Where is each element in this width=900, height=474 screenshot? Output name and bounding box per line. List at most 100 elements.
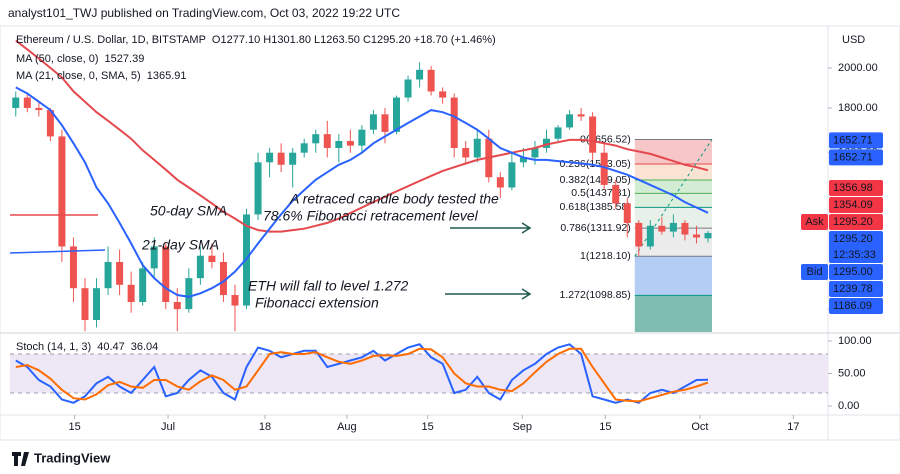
- fib-zone: [634, 164, 713, 180]
- candle-body: [496, 177, 504, 188]
- y-tick-label: 50.00: [838, 367, 866, 379]
- annotation-arrow: [445, 288, 532, 300]
- x-tick-label: Sep: [512, 421, 532, 433]
- candle-body: [312, 134, 320, 144]
- candle-body: [393, 97, 401, 132]
- candle-body: [266, 152, 274, 163]
- candle-body: [231, 295, 239, 306]
- candle-body: [589, 116, 597, 153]
- legend-text: MA (21, close, 0, SMA, 5): [16, 70, 141, 82]
- candle-body: [542, 138, 550, 148]
- y-tick-label: 0.00: [838, 400, 859, 412]
- candle-body: [277, 152, 285, 165]
- candle-body: [404, 79, 412, 98]
- annotation-arrow: [450, 222, 532, 234]
- candle-body: [473, 138, 481, 158]
- candle-body: [69, 246, 77, 289]
- annotation: A retraced candle body tested the: [289, 191, 499, 207]
- price-tag: [829, 281, 883, 297]
- price-tag: [829, 298, 883, 314]
- currency: USD: [842, 34, 865, 46]
- price-tag-prefix: [801, 214, 828, 230]
- price-tag-label: 1354.09: [833, 199, 873, 211]
- y-tick-label: 2000.00: [838, 62, 878, 74]
- candle-body: [600, 152, 608, 185]
- candle-body: [104, 261, 112, 289]
- fib-trend: [634, 139, 713, 257]
- legend-text: 1527.39: [105, 53, 145, 65]
- candle-body: [566, 114, 574, 128]
- price-tag-label: 1239.78: [833, 283, 873, 295]
- price-tag-label: 1652.71: [833, 151, 873, 163]
- candle-body: [519, 157, 527, 163]
- candle-body: [46, 110, 54, 137]
- candle-body: [12, 97, 20, 108]
- candle-body: [427, 69, 435, 92]
- candle-body: [658, 225, 666, 232]
- x-tick-label: 15: [599, 421, 611, 433]
- annotation: 50-day SMA: [150, 203, 227, 219]
- candle-body: [289, 152, 297, 165]
- moving-average: [15, 86, 709, 298]
- candle-body: [646, 225, 654, 247]
- candle-body: [254, 162, 262, 215]
- candle-body: [554, 127, 562, 139]
- fib-label: 0.5(1437.31): [571, 187, 631, 199]
- candle-body: [173, 302, 181, 310]
- candle-body: [623, 203, 631, 223]
- candle-body: [692, 234, 700, 238]
- fib-label: 1.272(1098.85): [560, 289, 631, 301]
- candle-body: [127, 284, 135, 303]
- candle-body: [219, 261, 227, 296]
- y-tick-label: 1800.00: [838, 102, 878, 114]
- x-tick-label: 18: [259, 421, 271, 433]
- fib-label: 0.618(1385.58): [560, 201, 631, 213]
- candle-body: [150, 246, 158, 269]
- x-tick-label: Jul: [161, 421, 175, 433]
- price-tag: [829, 132, 883, 149]
- candle-body: [23, 97, 31, 108]
- candle-body: [508, 162, 516, 188]
- price-tag: [829, 214, 883, 230]
- y-tick-label: 100.00: [838, 335, 872, 347]
- annotation: ETH will fall to level 1.272: [248, 278, 409, 294]
- candle-body: [162, 246, 170, 303]
- candle-body: [208, 255, 216, 262]
- stoch-line: [15, 347, 709, 403]
- candle-body: [139, 268, 147, 303]
- candle-body: [335, 141, 343, 148]
- legend-text: O1277.10 H1301.80 L1263.50 C1295.20 +18.…: [212, 34, 496, 46]
- candle-body: [612, 184, 620, 204]
- fib-label: 0.382(1489.05): [560, 174, 631, 186]
- candle-body: [81, 288, 89, 321]
- legend-text: 40.47: [97, 341, 125, 353]
- candle-body: [196, 255, 204, 279]
- fib-zone: [634, 295, 713, 332]
- legend-text: MA (50, close, 0): [16, 53, 99, 65]
- fib-label: 0.236(1553.05): [560, 158, 631, 170]
- candle-body: [346, 141, 354, 146]
- legend-text: Ethereum / U.S. Dollar, 1D, BITSTAMP: [16, 34, 206, 46]
- price-tag-label: 1652.71: [833, 134, 873, 146]
- candle-body: [381, 114, 389, 132]
- candle-body: [531, 147, 539, 158]
- candle-body: [577, 114, 585, 117]
- fib-zone: [634, 256, 713, 296]
- moving-average: [15, 39, 709, 233]
- annotation: 78.6% Fibonacci retracement level: [263, 208, 479, 224]
- price-tag: [829, 231, 883, 263]
- logo: TradingView: [34, 450, 111, 465]
- candle-body: [300, 143, 308, 153]
- price-tag-label: 1295.20: [833, 216, 873, 228]
- candle-body: [462, 147, 470, 158]
- candle-body: [635, 222, 643, 247]
- fib-label: 0.786(1311.92): [560, 222, 630, 234]
- x-tick-label: Aug: [337, 421, 357, 433]
- price-tag: [829, 264, 883, 280]
- candle-body: [58, 136, 66, 247]
- footer: [0, 441, 900, 474]
- price-tag-label: 1295.20: [833, 233, 873, 245]
- x-tick-label: 15: [422, 421, 434, 433]
- logo-icon: [12, 452, 29, 466]
